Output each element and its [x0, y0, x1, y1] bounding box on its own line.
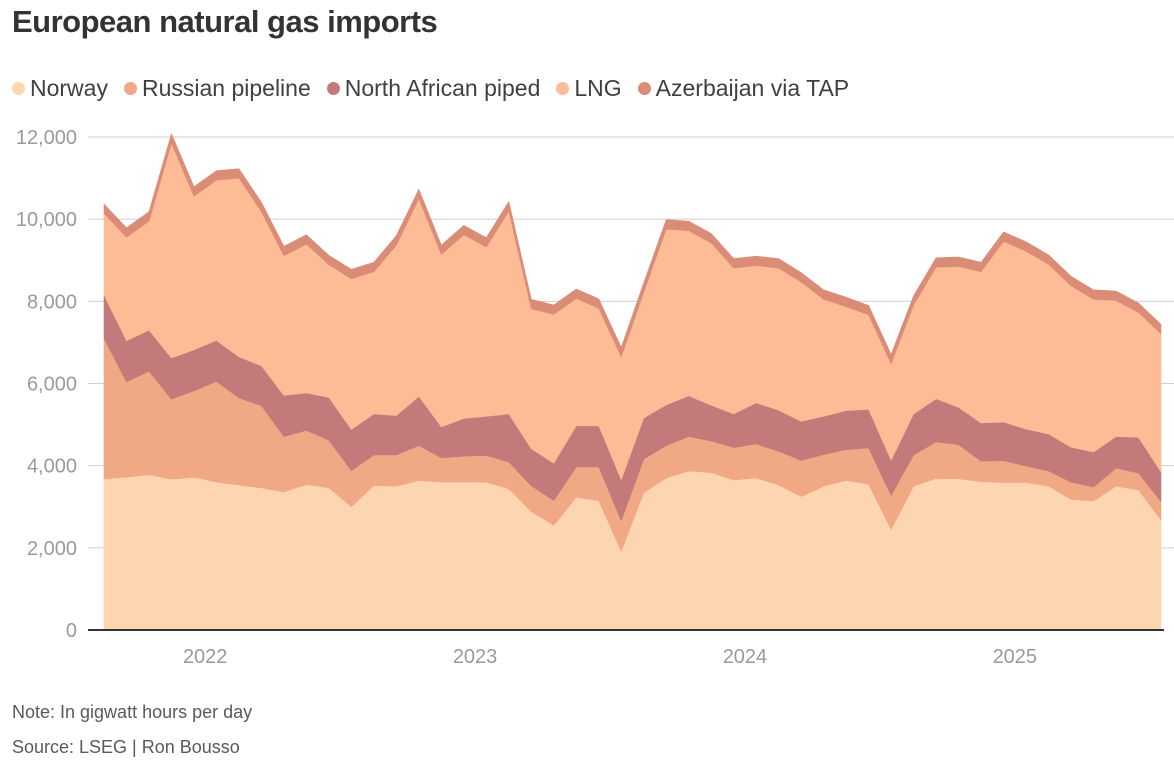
legend-label-azerbaijan: Azerbaijan via TAP	[655, 74, 850, 101]
chart-note: Note: In gigwatt hours per day	[12, 702, 253, 722]
legend-item-russian-pipeline: Russian pipeline	[123, 74, 311, 102]
x-tick-label: 2024	[723, 646, 768, 668]
area-azerbaijan	[103, 132, 1162, 365]
y-tick-label: 4,000	[27, 456, 77, 478]
legend-label-north-african-piped: North African piped	[344, 74, 541, 101]
legend-item-azerbaijan: Azerbaijan via TAP	[637, 74, 850, 102]
legend-item-north-african-piped: North African piped	[326, 74, 541, 102]
legend-swatch-azerbaijan	[637, 81, 651, 95]
y-tick-label: 0	[66, 620, 77, 642]
x-tick-labels: 2022 2023 2024 2025	[183, 646, 1037, 668]
legend-label-lng: LNG	[574, 74, 622, 101]
legend-swatch-north-african-piped	[326, 81, 340, 95]
y-tick-label: 8,000	[27, 291, 77, 313]
chart-source: Source: LSEG | Ron Bousso	[12, 737, 240, 757]
legend-item-norway: Norway	[12, 75, 108, 102]
legend: Norway Russian pipeline North African pi…	[12, 74, 865, 102]
x-tick-label: 2023	[453, 646, 498, 668]
y-tick-label: 6,000	[27, 374, 77, 396]
legend-swatch-russian-pipeline	[123, 81, 137, 95]
legend-swatch-norway	[12, 81, 25, 95]
stacked-areas	[103, 132, 1162, 631]
chart-title: European natural gas imports	[12, 4, 438, 39]
y-tick-label: 2,000	[27, 538, 77, 560]
y-tick-label: 10,000	[16, 209, 77, 231]
y-tick-labels: 0 2,000 4,000 6,000 8,000 10,000 12,000	[16, 127, 77, 642]
legend-swatch-lng	[556, 81, 570, 95]
y-tick-label: 12,000	[16, 127, 77, 149]
legend-label-norway: Norway	[30, 74, 108, 101]
legend-label-russian-pipeline: Russian pipeline	[141, 74, 311, 101]
x-tick-label: 2022	[183, 646, 228, 668]
legend-item-lng: LNG	[556, 74, 622, 102]
x-tick-label: 2025	[993, 646, 1038, 668]
